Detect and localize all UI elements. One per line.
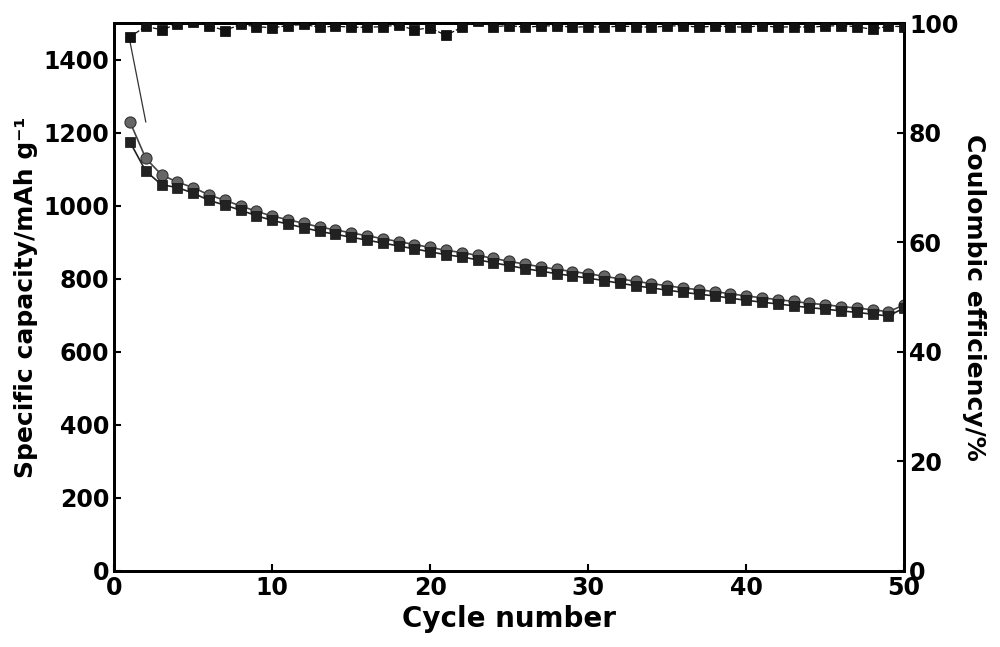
X-axis label: Cycle number: Cycle number: [402, 605, 616, 633]
Y-axis label: Specific capacity/mAh g⁻¹: Specific capacity/mAh g⁻¹: [14, 116, 38, 477]
Y-axis label: Coulombic efficiency/%: Coulombic efficiency/%: [962, 134, 986, 461]
